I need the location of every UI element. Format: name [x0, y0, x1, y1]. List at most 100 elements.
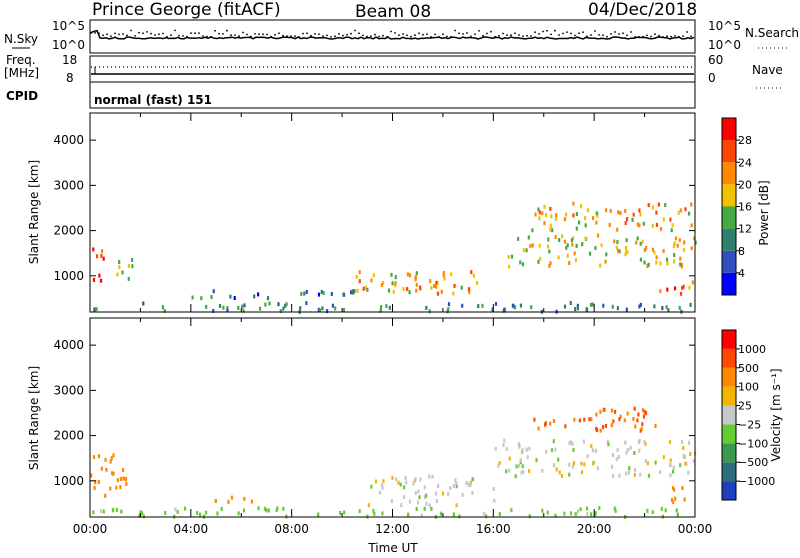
- nsearch-point: [318, 33, 320, 35]
- heatmap-cell: [674, 236, 678, 241]
- nsearch-point: [562, 32, 564, 35]
- heatmap-cell: [550, 448, 554, 453]
- heatmap-cell: [90, 473, 93, 478]
- heatmap-cell: [613, 409, 617, 414]
- cpid-value: normal (fast) 151: [94, 93, 212, 107]
- heatmap-cell: [527, 235, 530, 240]
- heatmap-cell: [268, 301, 271, 306]
- heatmap-cell: [586, 208, 590, 213]
- heatmap-cell: [683, 240, 686, 245]
- colorbar-swatch: [722, 140, 736, 163]
- heatmap-cell: [592, 302, 595, 307]
- nsearch-point: [110, 35, 112, 38]
- heatmap-cell: [391, 475, 394, 480]
- heatmap-cell: [391, 281, 394, 286]
- heatmap-cell: [331, 303, 334, 308]
- heatmap-cell: [437, 484, 440, 488]
- heatmap-cell: [226, 306, 229, 311]
- heatmap-cell: [558, 470, 561, 475]
- heatmap-cell: [571, 464, 575, 469]
- heatmap-cell: [671, 486, 675, 490]
- nsearch-point: [302, 32, 304, 35]
- heatmap-cell: [120, 509, 123, 514]
- nsearch-point: [418, 32, 420, 35]
- heatmap-cell: [555, 213, 558, 218]
- heatmap-cell: [662, 455, 665, 460]
- colorbar-swatch: [722, 462, 736, 482]
- heatmap-cell: [682, 284, 685, 289]
- heatmap-cell: [388, 305, 391, 310]
- nsearch-point: [310, 34, 312, 37]
- heatmap-cell: [100, 278, 103, 283]
- colorbar-tick-label: −500: [738, 456, 768, 469]
- nsearch-point: [382, 34, 384, 37]
- heatmap-cell: [471, 477, 474, 482]
- heatmap-cell: [676, 512, 679, 517]
- cpid-panel-frame: [89, 81, 696, 109]
- heatmap-cell: [455, 481, 458, 486]
- heatmap-cell: [665, 305, 668, 310]
- heatmap-cell: [576, 303, 579, 308]
- heatmap-cell: [503, 307, 506, 312]
- heatmap-cell: [554, 216, 558, 221]
- heatmap-cell: [174, 507, 177, 512]
- heatmap-cell: [585, 307, 588, 312]
- heatmap-cell: [200, 296, 203, 301]
- colorbar-swatch: [722, 206, 736, 229]
- heatmap-cell: [549, 223, 553, 228]
- heatmap-cell: [586, 506, 589, 511]
- heatmap-cell: [655, 222, 658, 227]
- heatmap-cell: [282, 306, 285, 311]
- heatmap-cell: [557, 255, 560, 260]
- time-tick-label: 08:00: [274, 522, 309, 536]
- heatmap-cell: [560, 474, 564, 478]
- heatmap-cell: [672, 469, 675, 474]
- heatmap-cell: [688, 211, 691, 216]
- heatmap-cell: [241, 304, 244, 309]
- heatmap-cell: [514, 474, 517, 479]
- heatmap-cell: [626, 250, 629, 255]
- power-colorbar-label: Power [dB]: [757, 180, 771, 245]
- heatmap-cell: [104, 457, 107, 462]
- nsearch-point: [286, 35, 288, 37]
- heatmap-cell: [461, 303, 464, 308]
- heatmap-cell: [535, 458, 538, 463]
- heatmap-cell: [662, 249, 665, 253]
- nsearch-point: [294, 35, 296, 38]
- heatmap-cell: [554, 513, 557, 518]
- heatmap-cell: [624, 440, 627, 445]
- heatmap-cell: [436, 291, 440, 296]
- heatmap-cell: [617, 210, 620, 215]
- colorbar-tick-label: −25: [738, 418, 761, 431]
- nsky-label: N.Sky: [4, 32, 38, 46]
- heatmap-cell: [465, 481, 468, 486]
- nsearch-point: [174, 29, 176, 32]
- heatmap-cell: [494, 301, 498, 306]
- heatmap-cell: [449, 486, 452, 490]
- heatmap-cell: [428, 309, 431, 314]
- heatmap-cell: [483, 511, 486, 516]
- nsearch-point: [330, 36, 332, 38]
- heatmap-cell: [407, 512, 410, 517]
- velocity-panel-frame: [89, 317, 696, 518]
- heatmap-cell: [494, 446, 497, 451]
- colorbar-swatch: [722, 386, 736, 406]
- heatmap-cell: [92, 247, 95, 252]
- heatmap-cell: [545, 449, 548, 454]
- heatmap-cell: [618, 417, 621, 422]
- nsearch-point: [606, 35, 608, 38]
- heatmap-cell: [659, 470, 662, 475]
- heatmap-cell: [440, 289, 443, 294]
- heatmap-cell: [119, 477, 122, 481]
- heatmap-cell: [654, 460, 657, 465]
- heatmap-cell: [644, 441, 647, 446]
- colorbar-swatch: [722, 481, 736, 500]
- heatmap-cell: [636, 222, 639, 227]
- heatmap-cell: [237, 305, 240, 310]
- heatmap-cell: [461, 492, 464, 497]
- heatmap-cell: [423, 495, 426, 500]
- heatmap-cell: [99, 509, 103, 514]
- heatmap-cell: [670, 228, 673, 233]
- heatmap-cell: [443, 276, 446, 281]
- heatmap-cell: [569, 511, 573, 516]
